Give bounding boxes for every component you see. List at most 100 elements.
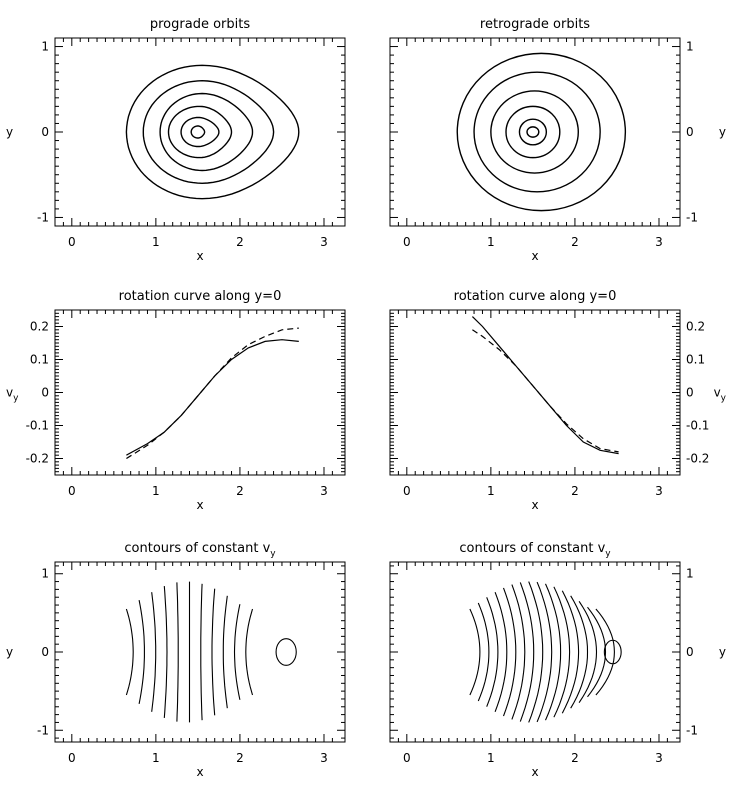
x-tick-label: 0: [68, 484, 76, 498]
rotation-curve-solid: [126, 339, 299, 456]
contour-line: [578, 601, 598, 703]
x-tick-label: 2: [571, 235, 579, 249]
contour-line: [502, 587, 517, 717]
x-tick-label: 1: [487, 235, 495, 249]
contour-line: [211, 588, 216, 716]
title-subscript: y: [605, 549, 611, 559]
y-tick-label: 1: [41, 40, 49, 54]
panel-contours-retrograde: 0 1 2 3 -1 0 1 contours of constant vy x y: [389, 541, 726, 779]
x-tick-label: 0: [68, 751, 76, 765]
orbit-1: [456, 52, 627, 212]
y-axis-label: y: [719, 645, 726, 659]
contour-line: [511, 584, 526, 720]
plot-frame: [389, 37, 681, 227]
closed-contour: [603, 639, 622, 665]
x-tick-label: 3: [320, 484, 328, 498]
contour-line: [587, 606, 607, 698]
y-tick-label: -1: [686, 210, 698, 224]
chart-title: prograde orbits: [150, 17, 250, 32]
x-tick-label: 0: [68, 235, 76, 249]
orbit-5: [518, 118, 548, 146]
contour-line: [494, 592, 508, 712]
x-tick-label: 3: [655, 751, 663, 765]
x-tick-label: 1: [487, 751, 495, 765]
rotation-curve-dashed: [472, 329, 619, 453]
contour-line: [151, 592, 157, 712]
panel-rotation-curve-retrograde: 0 1 2 3 0.2 0.1 0 -0.1 -0.2 rotation curve along …: [389, 289, 727, 512]
x-axis-label: x: [196, 498, 203, 512]
contour-line: [233, 604, 241, 700]
x-axis-label: x: [531, 765, 538, 779]
y-tick-label: -1: [686, 723, 698, 737]
title-subscript: y: [270, 549, 276, 559]
x-axis-label: x: [531, 249, 538, 263]
y-tick-label: 0.2: [686, 320, 705, 334]
contour-line: [200, 583, 203, 721]
y-tick-label: -0.2: [26, 452, 49, 466]
orbit-6: [190, 125, 206, 139]
y-tick-label: -0.1: [26, 419, 49, 433]
plot-frame: [389, 309, 681, 476]
y-tick-label: 0: [41, 386, 49, 400]
x-tick-label: 1: [487, 484, 495, 498]
x-tick-label: 1: [152, 484, 160, 498]
orbit-3: [490, 90, 579, 174]
panel-prograde-orbits: 0 1 2 3 -1 0 1 prograde orbits x y: [6, 17, 346, 263]
contour-line: [553, 586, 571, 718]
x-tick-label: 2: [236, 235, 244, 249]
contour-line: [245, 608, 254, 696]
orbit-3: [159, 92, 254, 172]
x-axis-label: x: [531, 498, 538, 512]
x-tick-label: 2: [571, 484, 579, 498]
y-axis-label: vy: [6, 386, 19, 404]
closed-contour: [275, 638, 297, 666]
y-axis-label-subscript: y: [13, 394, 19, 404]
contour-line: [519, 582, 535, 722]
x-tick-label: 3: [655, 235, 663, 249]
plot-frame: [54, 561, 346, 743]
x-tick-label: 1: [152, 751, 160, 765]
contour-line: [486, 597, 499, 707]
x-tick-label: 0: [403, 751, 411, 765]
panel-retrograde-orbits: 0 1 2 3 -1 0 1 retrograde orbits x y: [389, 17, 726, 263]
x-tick-label: 3: [655, 484, 663, 498]
y-tick-label: 0: [686, 386, 694, 400]
orbit-2: [473, 71, 601, 193]
x-tick-label: 1: [152, 235, 160, 249]
contour-line: [544, 583, 562, 721]
y-tick-label: -0.1: [686, 419, 709, 433]
y-tick-label: 1: [686, 567, 694, 581]
chart-title: retrograde orbits: [480, 17, 590, 32]
contour-line: [176, 582, 179, 722]
rotation-curve-solid: [471, 316, 619, 455]
contour-line: [570, 595, 589, 709]
contour-line: [163, 586, 168, 718]
y-tick-label: -0.2: [686, 452, 709, 466]
y-axis-label: y: [719, 125, 726, 139]
chart-title: contours of constant vy: [124, 541, 276, 559]
contour-line: [561, 590, 580, 714]
orbit-6: [526, 126, 540, 138]
y-tick-label: 0: [686, 645, 694, 659]
y-tick-label: 0: [41, 645, 49, 659]
chart-title: rotation curve along y=0: [119, 289, 282, 304]
y-axis-label: y: [6, 125, 13, 139]
y-tick-label: -1: [37, 723, 49, 737]
y-tick-label: 1: [41, 567, 49, 581]
x-axis-label: x: [196, 765, 203, 779]
x-tick-label: 3: [320, 751, 328, 765]
plot-frame: [389, 561, 681, 743]
y-tick-label: 0.1: [30, 353, 49, 367]
y-tick-label: 0: [686, 125, 694, 139]
contour-line: [138, 599, 145, 705]
y-tick-label: 0.2: [30, 320, 49, 334]
y-tick-label: 0: [41, 125, 49, 139]
chart-title: rotation curve along y=0: [454, 289, 617, 304]
x-axis-label: x: [196, 249, 203, 263]
orbit-4: [167, 105, 233, 159]
plot-frame: [54, 37, 346, 227]
y-axis-label: y: [6, 645, 13, 659]
contour-line: [469, 608, 481, 696]
y-tick-label: 0.1: [686, 353, 705, 367]
